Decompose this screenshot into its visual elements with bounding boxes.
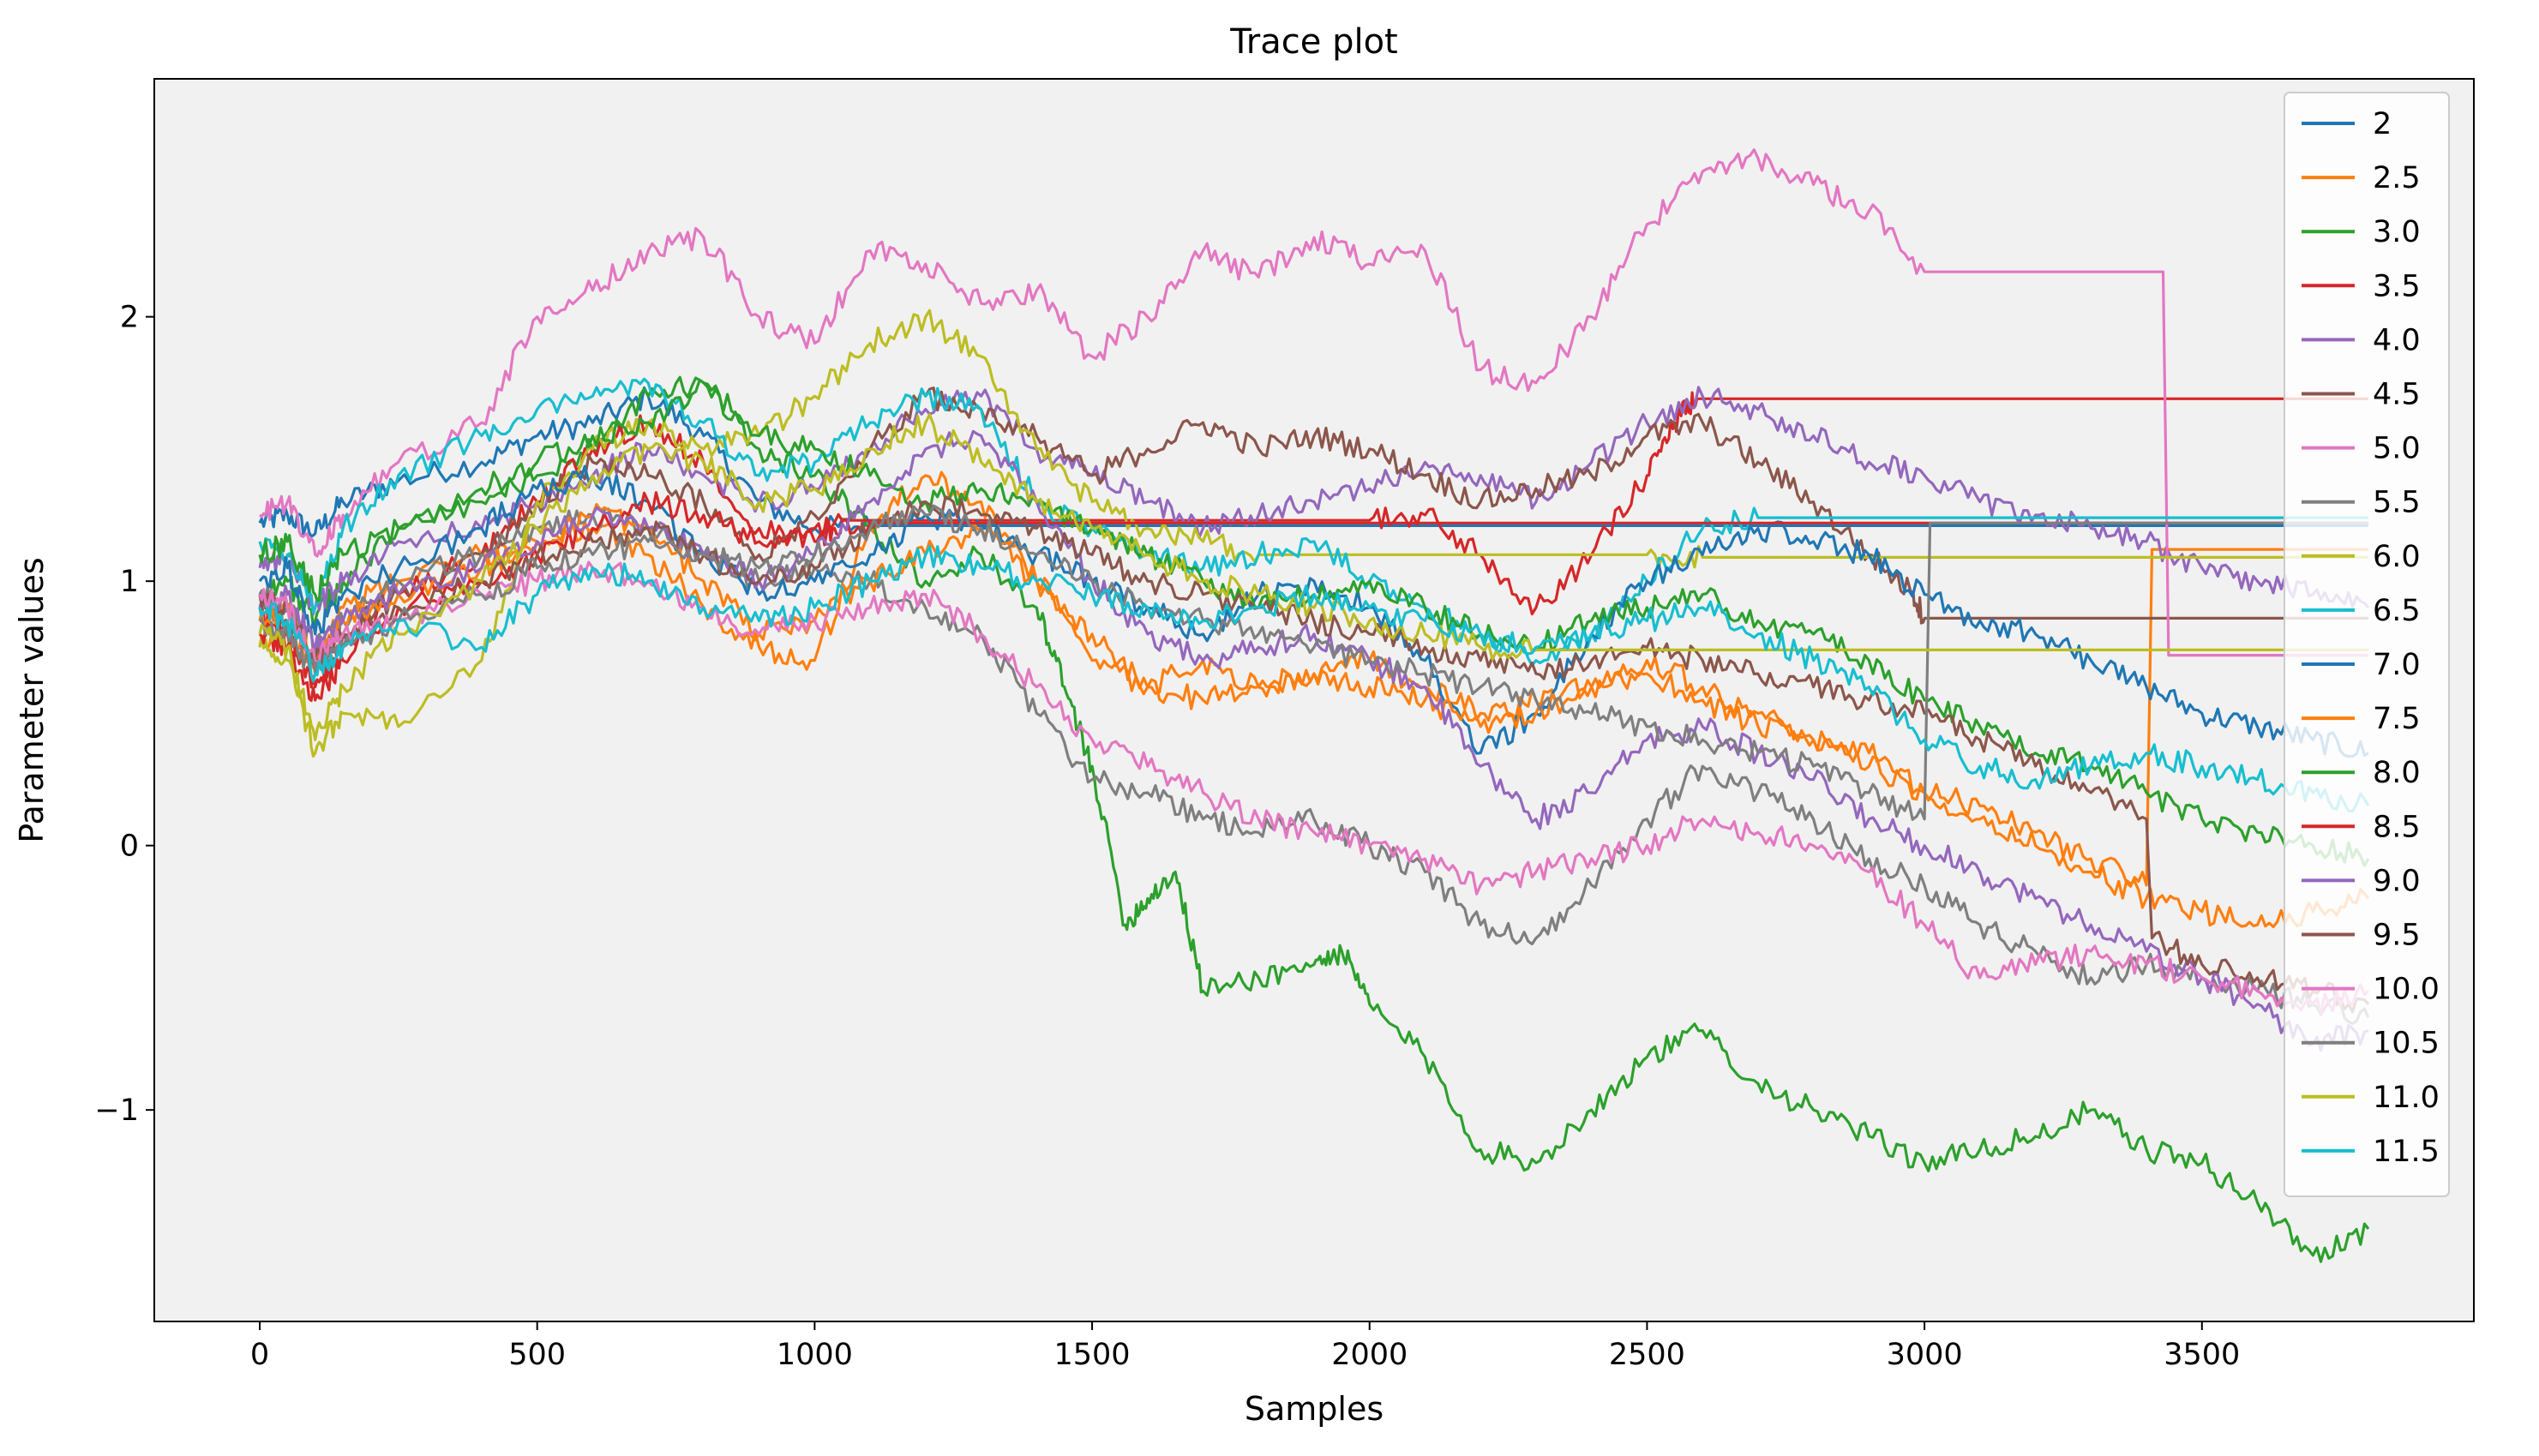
- legend: 2 2.5 3.0 3.5 4.0 4.5 5.0 5.5 6.0 6.5 7.0 7.5 8.0 8.5…: [2284, 92, 2450, 1197]
- y-axis-label: Parameter values: [13, 557, 51, 842]
- legend-label-5.5: 5.5: [2373, 486, 2421, 520]
- legend-label-9.5: 9.5: [2373, 919, 2421, 953]
- series-line-11.5: [258, 545, 2370, 813]
- x-tick-label: 1500: [1054, 1338, 1131, 1372]
- y-axis: −1 0 1 2: [94, 301, 154, 1128]
- legend-label-3.5: 3.5: [2373, 269, 2421, 303]
- legend-label-3.0: 3.0: [2373, 215, 2421, 249]
- x-tick-label: 0: [250, 1338, 269, 1372]
- y-tick-label: 1: [120, 565, 139, 599]
- legend-label-8.5: 8.5: [2373, 810, 2421, 844]
- x-tick-label: 500: [508, 1338, 566, 1372]
- legend-label-6.5: 6.5: [2373, 594, 2421, 628]
- series-layer: [258, 148, 2370, 1263]
- series-line-6.5: [258, 377, 2368, 667]
- legend-label-4.5: 4.5: [2373, 378, 2421, 412]
- plot-frame: [153, 78, 2475, 1322]
- x-tick-label: 2500: [1609, 1338, 1685, 1372]
- series-line-10.5: [258, 504, 2368, 821]
- legend-label-4.0: 4.0: [2373, 323, 2421, 357]
- legend-label-2: 2: [2373, 107, 2392, 141]
- legend-label-11.0: 11.0: [2373, 1081, 2440, 1115]
- x-axis: 0 500 1000 1500 2000 2500 3000 3500: [250, 1321, 2240, 1372]
- legend-label-7.0: 7.0: [2373, 648, 2421, 682]
- x-tick-label: 3500: [2164, 1338, 2240, 1372]
- y-tick-label: 2: [120, 301, 139, 335]
- series-line-4.0: [258, 386, 2370, 616]
- series-line-7.5: [258, 502, 2370, 929]
- series-line-6.0: [258, 309, 2368, 758]
- chart-title: Trace plot: [1229, 22, 1398, 62]
- x-tick-label: 3000: [1887, 1338, 1963, 1372]
- x-tick-label: 1000: [777, 1338, 853, 1372]
- legend-label-10.0: 10.0: [2373, 973, 2440, 1007]
- series-line-8.0: [258, 378, 2370, 867]
- plot-area: [154, 79, 2474, 1321]
- y-tick-label: −1: [94, 1093, 139, 1128]
- x-tick-label: 2000: [1331, 1338, 1408, 1372]
- legend-label-8.0: 8.0: [2373, 756, 2421, 790]
- legend-label-7.5: 7.5: [2373, 702, 2421, 736]
- series-line-7.0: [258, 464, 2369, 758]
- legend-label-5.0: 5.0: [2373, 432, 2421, 466]
- legend-label-11.5: 11.5: [2373, 1135, 2440, 1169]
- series-line-9.0: [258, 429, 2369, 1052]
- y-tick-label: 0: [120, 830, 139, 864]
- legend-label-9.0: 9.0: [2373, 864, 2421, 898]
- legend-box: [2284, 92, 2450, 1197]
- x-axis-label: Samples: [1245, 1390, 1384, 1428]
- legend-label-10.5: 10.5: [2373, 1027, 2440, 1061]
- legend-label-2.5: 2.5: [2373, 161, 2421, 195]
- series-line-11.0: [258, 413, 2368, 741]
- legend-label-6.0: 6.0: [2373, 540, 2421, 574]
- series-line-5.0: [259, 148, 2368, 657]
